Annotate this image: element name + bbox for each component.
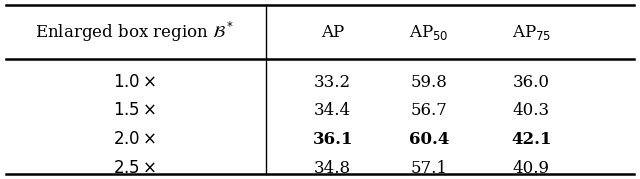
Text: 34.4: 34.4 — [314, 103, 351, 119]
Text: 36.0: 36.0 — [513, 74, 550, 91]
Text: 36.1: 36.1 — [312, 131, 353, 148]
Text: 33.2: 33.2 — [314, 74, 351, 91]
Text: 59.8: 59.8 — [410, 74, 447, 91]
Text: 40.3: 40.3 — [513, 103, 550, 119]
Text: AP$_{75}$: AP$_{75}$ — [511, 23, 551, 42]
Text: Enlarged box region $\mathcal{B}^*$: Enlarged box region $\mathcal{B}^*$ — [35, 20, 234, 44]
Text: 60.4: 60.4 — [408, 131, 449, 148]
Text: 56.7: 56.7 — [410, 103, 447, 119]
Text: 40.9: 40.9 — [513, 160, 550, 177]
Text: 57.1: 57.1 — [410, 160, 447, 177]
Text: $2.5\times$: $2.5\times$ — [113, 160, 156, 177]
Text: AP: AP — [321, 24, 344, 41]
Text: AP$_{50}$: AP$_{50}$ — [409, 23, 449, 42]
Text: 34.8: 34.8 — [314, 160, 351, 177]
Text: $2.0\times$: $2.0\times$ — [113, 131, 156, 148]
Text: 42.1: 42.1 — [511, 131, 552, 148]
Text: $1.0\times$: $1.0\times$ — [113, 74, 156, 91]
Text: $1.5\times$: $1.5\times$ — [113, 103, 156, 119]
